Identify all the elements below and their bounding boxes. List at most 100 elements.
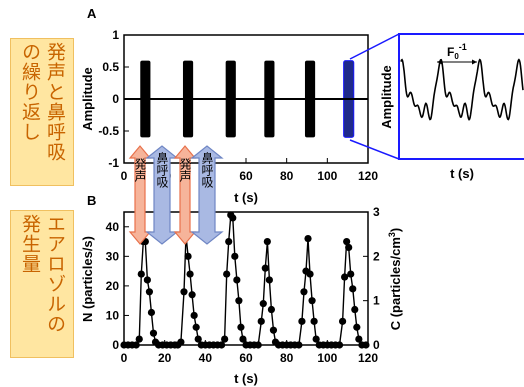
data-point (351, 305, 359, 314)
x-tick-label: 100 (317, 351, 337, 365)
x-tick-label: 0 (121, 169, 128, 183)
data-point (355, 335, 363, 343)
data-point (259, 300, 267, 308)
data-point (267, 305, 276, 314)
annotation-text-col2: 発生量 (19, 214, 41, 274)
data-point (308, 297, 316, 305)
period-arrow-head-right (472, 59, 477, 65)
data-point (349, 285, 357, 293)
period-arrow-head-left (437, 59, 442, 65)
arrow-breath-2: 鼻呼吸 (190, 145, 224, 245)
data-point (225, 237, 233, 246)
data-point (180, 288, 188, 296)
annotation-box-aerosol: エアロゾルの 発生量 (10, 210, 74, 358)
data-point (239, 335, 247, 343)
zoom-connectors (349, 33, 400, 160)
panel-a-y-ticks: -1 -0.5 0 0.5 1 (98, 28, 129, 170)
data-point (147, 308, 156, 317)
data-point (149, 329, 158, 337)
arrow-voice-1: 発声 (128, 145, 152, 245)
data-point (347, 270, 355, 278)
arrow-breath-label: 鼻呼吸 (155, 151, 169, 189)
y-tick-label: 0 (112, 338, 119, 352)
data-point (188, 291, 196, 299)
data-point (233, 276, 241, 284)
y-tick-label: 1 (112, 28, 119, 42)
data-point (343, 237, 351, 246)
data-point (306, 270, 314, 278)
aerosol-series-points (120, 211, 370, 349)
annotation-text-col1: 発声と鼻呼吸 (44, 42, 66, 162)
arrow-voice-2: 発声 (173, 145, 197, 245)
data-point (231, 252, 239, 260)
annotation-box-repetition: 発声と鼻呼吸 の繰り返し (10, 38, 74, 186)
y-tick-label: 0 (112, 92, 119, 106)
x-tick-label: 60 (239, 351, 253, 365)
y-tick-label: 40 (106, 220, 120, 234)
panel-b-chart: 0 20 40 60 80 100 120 0 10 20 30 40 0 1 2 3 t (s) N (… (80, 205, 403, 386)
arrow-breath-1: 鼻呼吸 (145, 145, 179, 245)
data-point (304, 235, 312, 243)
data-point (353, 323, 361, 331)
panel-b-x-axis-label: t (s) (234, 371, 258, 386)
data-point (143, 276, 151, 284)
arrow-voice-label: 発声 (133, 158, 147, 183)
inset-x-axis-label: t (s) (450, 166, 474, 181)
data-point (137, 270, 145, 278)
x-tick-label: 80 (280, 169, 294, 183)
data-point (145, 288, 154, 296)
data-point (194, 335, 202, 343)
zoom-frame (398, 33, 524, 160)
period-label: F0-1 (447, 42, 467, 61)
data-point (312, 335, 320, 343)
data-point (341, 273, 349, 281)
panel-b-right-y-axis-label: C (particles/cm3) (387, 228, 403, 331)
data-point (184, 252, 192, 260)
panel-b-x-ticks: 0 20 40 60 80 100 120 (121, 340, 378, 365)
arrow-breath-shape (190, 145, 224, 245)
right-y-tick-label: 2 (373, 249, 380, 263)
zoom-inset: F0-1 Amplitude t (s) (379, 33, 524, 181)
panel-b-right-y-ticks: 0 1 2 3 (363, 205, 380, 352)
data-point (221, 335, 229, 343)
right-y-tick-label: 0 (373, 338, 380, 352)
x-tick-label: 40 (199, 351, 213, 365)
panel-a-label: A (87, 6, 97, 21)
y-tick-label: 10 (106, 308, 120, 322)
panel-a-x-axis-label: t (s) (234, 190, 258, 205)
data-point (345, 243, 353, 252)
panel-b-y-ticks: 0 10 20 30 40 (106, 220, 129, 352)
annotation-text-col2: の繰り返し (19, 42, 41, 142)
right-y-tick-label: 1 (373, 294, 380, 308)
data-point (192, 323, 200, 331)
inset-y-axis-label: Amplitude (379, 65, 394, 129)
zoom-connector-bottom (349, 139, 400, 160)
annotation-text-col1: エアロゾルの (44, 214, 66, 334)
arrow-voice-label: 発声 (178, 158, 192, 183)
data-point (223, 270, 231, 278)
x-tick-label: 100 (317, 169, 337, 183)
data-point (237, 323, 245, 331)
panel-b-label: B (87, 193, 97, 208)
x-tick-label: 20 (158, 351, 172, 365)
data-point (298, 317, 306, 325)
y-tick-label: 0.5 (102, 60, 119, 74)
data-point (257, 317, 265, 325)
x-tick-label: 0 (121, 351, 128, 365)
x-tick-label: 120 (358, 169, 378, 183)
data-point (263, 237, 271, 246)
data-point (265, 276, 273, 284)
x-tick-label: 120 (358, 351, 378, 365)
data-point (218, 341, 226, 349)
y-tick-label: -0.5 (98, 124, 119, 138)
panel-a-y-axis-label: Amplitude (80, 67, 95, 131)
data-point (177, 338, 185, 346)
data-point (235, 297, 243, 305)
data-point (261, 264, 269, 272)
data-point (186, 270, 194, 278)
x-tick-label: 60 (239, 169, 253, 183)
data-point (295, 341, 303, 349)
